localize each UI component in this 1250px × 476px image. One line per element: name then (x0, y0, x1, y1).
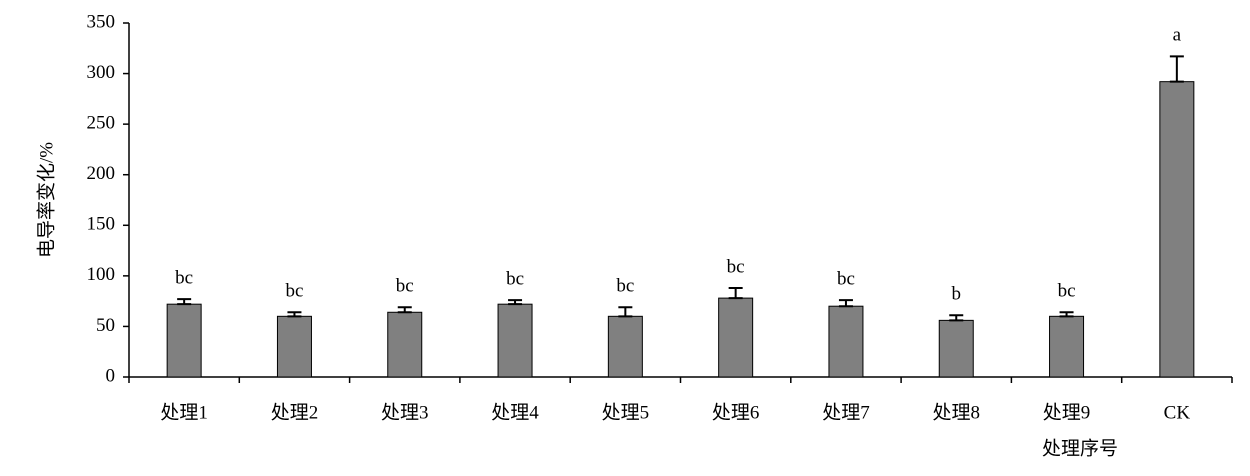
significance-letter: bc (1058, 281, 1076, 302)
bar (607, 315, 643, 378)
bar (387, 311, 423, 378)
error-bar (287, 311, 302, 318)
x-tick-label: 处理1 (160, 401, 208, 423)
x-tick-label: 处理9 (1043, 401, 1091, 423)
error-bar (397, 306, 412, 314)
error-bar (177, 298, 192, 306)
y-tick-label: 250 (87, 113, 116, 134)
error-bar (1059, 311, 1074, 318)
bar (1049, 315, 1085, 378)
y-tick-label: 100 (87, 264, 116, 285)
significance-letter: bc (396, 276, 414, 297)
y-tick-label: 150 (87, 214, 116, 235)
significance-letter: a (1173, 25, 1182, 46)
x-axis-label: 处理序号 (1042, 437, 1118, 459)
error-bar (949, 314, 964, 322)
y-tick-label: 350 (87, 11, 116, 32)
bar (938, 319, 974, 378)
x-tick-label: 处理4 (491, 401, 539, 423)
error-bar (1169, 55, 1184, 83)
bar (497, 303, 533, 378)
y-tick-label: 200 (87, 163, 116, 184)
x-tick-label: 处理2 (271, 401, 319, 423)
x-tick-label: 处理6 (712, 401, 760, 423)
significance-letter: b (952, 284, 962, 305)
error-bar (618, 306, 633, 318)
x-tick-label: 处理5 (602, 401, 650, 423)
bar (828, 305, 864, 378)
bar (1159, 81, 1195, 378)
y-tick-label: 0 (106, 365, 116, 386)
x-tick-label: 处理8 (932, 401, 980, 423)
x-tick-label: 处理7 (822, 401, 870, 423)
bar (718, 297, 754, 378)
error-bar (728, 286, 743, 300)
significance-letter: bc (506, 268, 524, 289)
x-tick-label: CK (1164, 402, 1191, 423)
bar (166, 303, 202, 378)
significance-letter: bc (285, 281, 303, 302)
x-tick-label: 处理3 (381, 401, 429, 423)
significance-letter: bc (175, 267, 193, 288)
y-tick-label: 50 (96, 315, 115, 336)
error-bar (838, 299, 853, 308)
y-axis-label: 电导率变化/% (35, 142, 57, 258)
y-tick-label: 300 (87, 62, 116, 83)
significance-letter: bc (616, 276, 634, 297)
bar (276, 315, 312, 378)
significance-letter: bc (727, 256, 745, 277)
significance-letter: bc (837, 268, 855, 289)
error-bar (508, 299, 523, 306)
